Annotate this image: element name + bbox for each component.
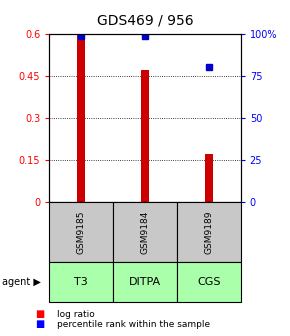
Text: DITPA: DITPA bbox=[129, 277, 161, 287]
Text: ■: ■ bbox=[35, 309, 44, 319]
Text: log ratio: log ratio bbox=[57, 310, 94, 319]
Bar bbox=[205, 154, 213, 202]
Text: GSM9189: GSM9189 bbox=[204, 210, 213, 254]
Text: CGS: CGS bbox=[197, 277, 221, 287]
Text: ■: ■ bbox=[35, 319, 44, 329]
Bar bbox=[77, 34, 85, 202]
Text: T3: T3 bbox=[74, 277, 88, 287]
Text: percentile rank within the sample: percentile rank within the sample bbox=[57, 320, 210, 329]
Text: GSM9185: GSM9185 bbox=[77, 210, 86, 254]
Text: agent ▶: agent ▶ bbox=[2, 277, 41, 287]
Bar bbox=[141, 70, 149, 202]
Text: GSM9184: GSM9184 bbox=[140, 210, 150, 254]
Text: GDS469 / 956: GDS469 / 956 bbox=[97, 13, 193, 28]
